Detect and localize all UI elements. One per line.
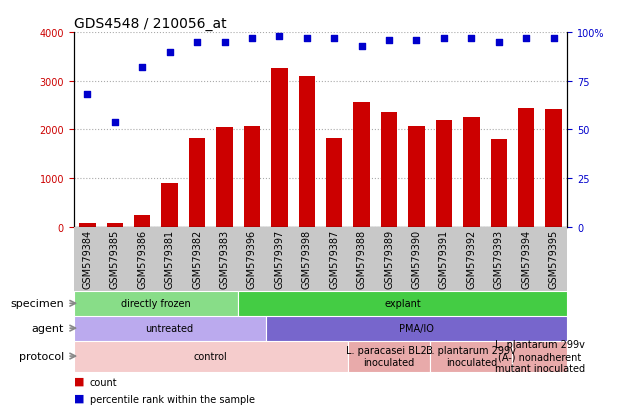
Bar xyxy=(265,316,567,341)
Text: GSM579386: GSM579386 xyxy=(137,229,147,288)
Bar xyxy=(74,316,265,341)
Bar xyxy=(134,215,151,227)
Text: GSM579394: GSM579394 xyxy=(521,229,531,288)
Bar xyxy=(518,109,535,227)
Bar xyxy=(436,121,452,227)
Text: GSM579389: GSM579389 xyxy=(384,229,394,288)
Bar xyxy=(463,118,479,227)
Text: ■: ■ xyxy=(74,376,84,386)
Text: GSM579397: GSM579397 xyxy=(274,229,285,288)
Text: GSM579392: GSM579392 xyxy=(466,229,476,288)
Point xyxy=(412,38,422,44)
Point xyxy=(82,92,92,98)
Text: PMA/IO: PMA/IO xyxy=(399,323,434,333)
Text: ■: ■ xyxy=(74,393,84,403)
Bar xyxy=(408,126,425,227)
Text: GSM579388: GSM579388 xyxy=(356,229,367,288)
Point xyxy=(219,40,229,46)
Bar xyxy=(299,77,315,227)
Point xyxy=(137,65,147,71)
Text: explant: explant xyxy=(385,299,421,309)
Point xyxy=(384,38,394,44)
Point xyxy=(549,36,559,42)
Text: untreated: untreated xyxy=(146,323,194,333)
Bar xyxy=(74,291,238,316)
Bar xyxy=(216,128,233,227)
Point xyxy=(110,119,120,126)
Text: agent: agent xyxy=(31,323,64,333)
Bar xyxy=(490,140,507,227)
Text: protocol: protocol xyxy=(19,351,64,361)
Point xyxy=(302,36,312,42)
Bar xyxy=(348,341,430,372)
Text: GSM579396: GSM579396 xyxy=(247,229,257,288)
Text: control: control xyxy=(194,351,228,361)
Bar xyxy=(512,341,567,372)
Text: L. plantarum 299v
(A-) nonadherent
mutant inoculated: L. plantarum 299v (A-) nonadherent mutan… xyxy=(495,339,585,373)
Point xyxy=(274,33,285,40)
Bar xyxy=(74,227,567,291)
Text: GSM579384: GSM579384 xyxy=(83,229,92,288)
Text: GSM579393: GSM579393 xyxy=(494,229,504,288)
Text: GSM579383: GSM579383 xyxy=(219,229,229,288)
Point xyxy=(466,36,476,42)
Point xyxy=(165,49,175,56)
Bar xyxy=(381,113,397,227)
Text: GSM579395: GSM579395 xyxy=(549,229,558,288)
Text: GSM579390: GSM579390 xyxy=(412,229,422,288)
Point xyxy=(247,36,257,42)
Bar xyxy=(545,110,562,227)
Bar xyxy=(106,223,123,227)
Point xyxy=(356,43,367,50)
Text: GSM579391: GSM579391 xyxy=(439,229,449,288)
Bar xyxy=(79,223,96,227)
Text: percentile rank within the sample: percentile rank within the sample xyxy=(90,394,254,404)
Bar xyxy=(271,69,288,227)
Text: L. plantarum 299v
inoculated: L. plantarum 299v inoculated xyxy=(426,345,516,367)
Bar xyxy=(244,126,260,227)
Text: GSM579398: GSM579398 xyxy=(302,229,312,288)
Text: count: count xyxy=(90,377,117,387)
Text: L. paracasei BL23
inoculated: L. paracasei BL23 inoculated xyxy=(345,345,433,367)
Text: GSM579382: GSM579382 xyxy=(192,229,202,288)
Bar xyxy=(430,341,512,372)
Bar xyxy=(326,139,342,227)
Text: GSM579387: GSM579387 xyxy=(329,229,339,288)
Point xyxy=(192,40,203,46)
Bar xyxy=(353,103,370,227)
Text: GSM579385: GSM579385 xyxy=(110,229,120,288)
Bar xyxy=(162,183,178,227)
Point xyxy=(438,36,449,42)
Text: specimen: specimen xyxy=(10,299,64,309)
Bar xyxy=(74,341,348,372)
Point xyxy=(521,36,531,42)
Text: GSM579381: GSM579381 xyxy=(165,229,175,288)
Bar xyxy=(238,291,567,316)
Point xyxy=(329,36,339,42)
Text: directly frozen: directly frozen xyxy=(121,299,191,309)
Point xyxy=(494,40,504,46)
Bar xyxy=(189,139,205,227)
Text: GDS4548 / 210056_at: GDS4548 / 210056_at xyxy=(74,17,226,31)
